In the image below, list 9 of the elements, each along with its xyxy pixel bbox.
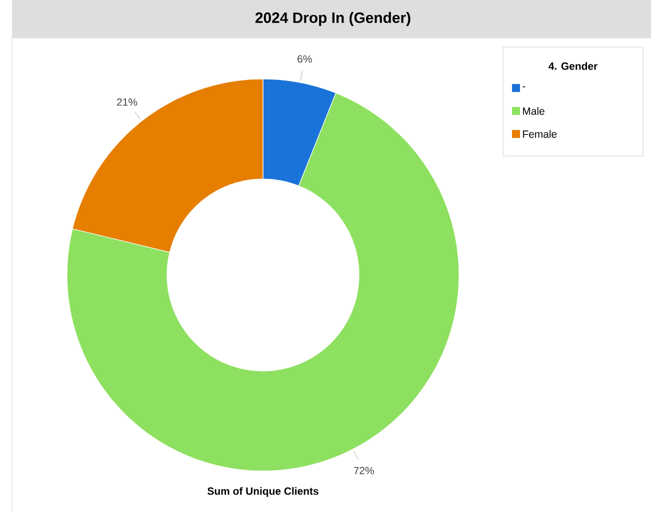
legend-title: 4. Gender [548,62,598,70]
data-label: 72% [354,466,374,474]
legend-label: Female [523,130,557,138]
text: Sum of Unique Clients [208,487,318,497]
legend-label: - [522,86,526,88]
chart-title: 2024 Drop In (Gender) [255,12,410,26]
legend-label: Male [523,107,544,115]
data-label: 21% [117,98,138,106]
data-label: 6% [298,55,312,63]
